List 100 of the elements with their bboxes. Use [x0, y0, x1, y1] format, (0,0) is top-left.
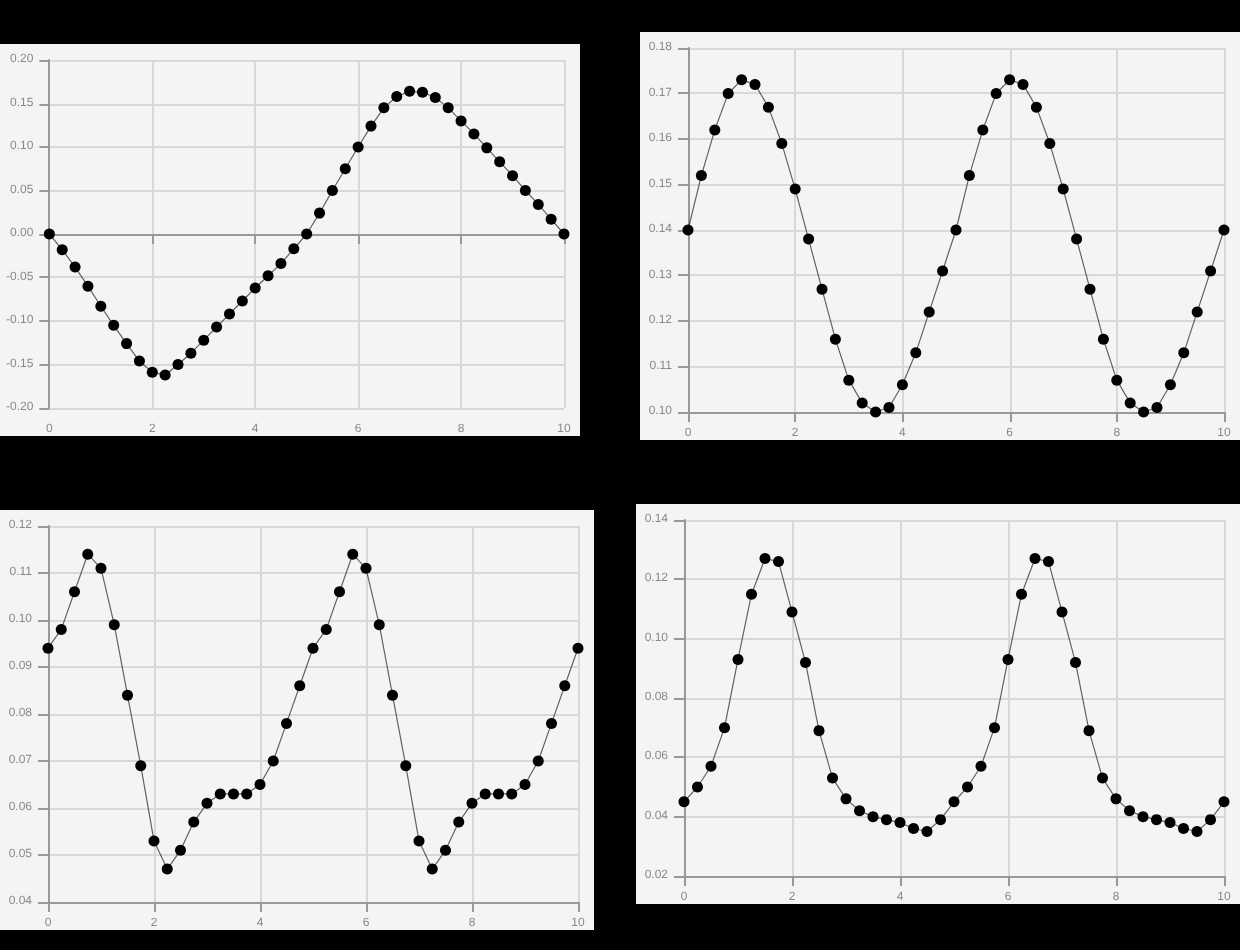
point	[558, 228, 570, 240]
point	[121, 338, 133, 350]
point	[1056, 606, 1068, 618]
point	[1218, 224, 1230, 236]
point	[108, 319, 120, 331]
point	[789, 183, 801, 195]
point	[122, 689, 133, 701]
point	[426, 863, 438, 875]
point	[989, 722, 1000, 734]
point	[1178, 823, 1189, 835]
point	[400, 760, 412, 772]
point	[1164, 379, 1176, 391]
point	[468, 128, 480, 140]
point	[1191, 306, 1203, 318]
point	[1044, 138, 1056, 150]
point	[42, 642, 54, 654]
point	[843, 374, 855, 386]
point	[854, 805, 865, 817]
point	[320, 623, 332, 635]
point	[1083, 725, 1095, 737]
point	[532, 198, 544, 210]
point	[532, 755, 544, 767]
point	[923, 306, 935, 318]
point	[159, 369, 171, 381]
point	[161, 863, 173, 875]
point	[545, 213, 557, 225]
point	[365, 120, 377, 132]
point	[1110, 793, 1122, 805]
point	[146, 366, 158, 378]
point	[1043, 556, 1054, 568]
point	[963, 169, 975, 181]
point	[682, 224, 694, 236]
point	[1111, 374, 1123, 386]
point	[214, 788, 226, 800]
point	[759, 553, 771, 565]
point	[736, 74, 748, 86]
point	[275, 258, 287, 270]
point	[43, 228, 55, 240]
point	[937, 265, 949, 277]
point	[455, 115, 467, 127]
point	[856, 397, 868, 409]
point	[883, 401, 895, 413]
point	[481, 142, 493, 154]
point	[288, 243, 300, 255]
point	[175, 844, 186, 856]
point	[95, 562, 107, 574]
point	[1191, 826, 1203, 837]
point	[314, 207, 326, 219]
point	[1137, 811, 1149, 823]
point	[507, 170, 519, 182]
point	[816, 283, 828, 295]
point	[1070, 656, 1081, 668]
point	[148, 835, 160, 847]
point	[1205, 265, 1217, 277]
point	[108, 619, 120, 631]
point	[494, 156, 506, 168]
point	[894, 817, 906, 829]
point	[1016, 588, 1027, 600]
point	[301, 228, 313, 240]
point	[352, 141, 364, 153]
point	[1097, 772, 1108, 784]
point	[800, 656, 811, 668]
point	[881, 814, 892, 826]
point	[404, 85, 416, 97]
point	[1124, 397, 1136, 409]
point	[867, 811, 879, 823]
point	[786, 606, 798, 618]
point	[69, 261, 81, 273]
point	[827, 772, 838, 784]
point	[692, 781, 703, 793]
point	[185, 347, 197, 359]
point	[387, 689, 398, 701]
point	[546, 717, 557, 729]
point	[391, 91, 403, 103]
point	[1057, 183, 1069, 195]
point	[1029, 553, 1041, 565]
point	[95, 300, 107, 312]
point	[990, 88, 1002, 99]
point	[228, 788, 239, 800]
point	[803, 233, 815, 245]
point	[709, 124, 721, 136]
point	[678, 796, 690, 808]
point	[236, 295, 248, 307]
point	[262, 270, 274, 282]
point	[281, 717, 292, 729]
point	[776, 138, 788, 150]
point	[241, 788, 253, 800]
point	[339, 163, 351, 175]
point	[55, 623, 67, 635]
point	[1164, 817, 1176, 829]
point	[1071, 233, 1083, 245]
point	[373, 619, 385, 631]
point	[493, 788, 504, 800]
point	[82, 280, 94, 292]
point	[519, 779, 531, 790]
point	[1138, 406, 1150, 418]
point	[188, 816, 200, 828]
point	[1017, 78, 1029, 90]
point	[519, 185, 531, 196]
point	[813, 725, 825, 737]
